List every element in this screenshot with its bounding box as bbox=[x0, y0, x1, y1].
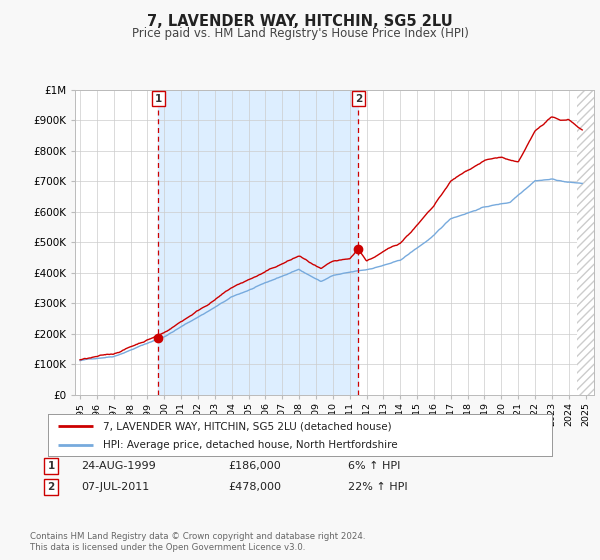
Text: 1: 1 bbox=[47, 461, 55, 471]
Text: 1: 1 bbox=[155, 94, 162, 104]
Bar bbox=[577, 90, 600, 395]
Text: 07-JUL-2011: 07-JUL-2011 bbox=[81, 482, 149, 492]
Text: 24-AUG-1999: 24-AUG-1999 bbox=[81, 461, 156, 471]
Text: 6% ↑ HPI: 6% ↑ HPI bbox=[348, 461, 400, 471]
Text: This data is licensed under the Open Government Licence v3.0.: This data is licensed under the Open Gov… bbox=[30, 543, 305, 552]
Text: 22% ↑ HPI: 22% ↑ HPI bbox=[348, 482, 407, 492]
Text: 2: 2 bbox=[355, 94, 362, 104]
Text: £478,000: £478,000 bbox=[228, 482, 281, 492]
Bar bbox=[158, 90, 358, 395]
Text: 7, LAVENDER WAY, HITCHIN, SG5 2LU: 7, LAVENDER WAY, HITCHIN, SG5 2LU bbox=[147, 14, 453, 29]
Text: £186,000: £186,000 bbox=[228, 461, 281, 471]
Text: 2: 2 bbox=[47, 482, 55, 492]
Bar bbox=[577, 90, 600, 395]
Text: Contains HM Land Registry data © Crown copyright and database right 2024.: Contains HM Land Registry data © Crown c… bbox=[30, 532, 365, 541]
Text: HPI: Average price, detached house, North Hertfordshire: HPI: Average price, detached house, Nort… bbox=[103, 440, 398, 450]
Text: 7, LAVENDER WAY, HITCHIN, SG5 2LU (detached house): 7, LAVENDER WAY, HITCHIN, SG5 2LU (detac… bbox=[103, 421, 392, 431]
Text: Price paid vs. HM Land Registry's House Price Index (HPI): Price paid vs. HM Land Registry's House … bbox=[131, 27, 469, 40]
